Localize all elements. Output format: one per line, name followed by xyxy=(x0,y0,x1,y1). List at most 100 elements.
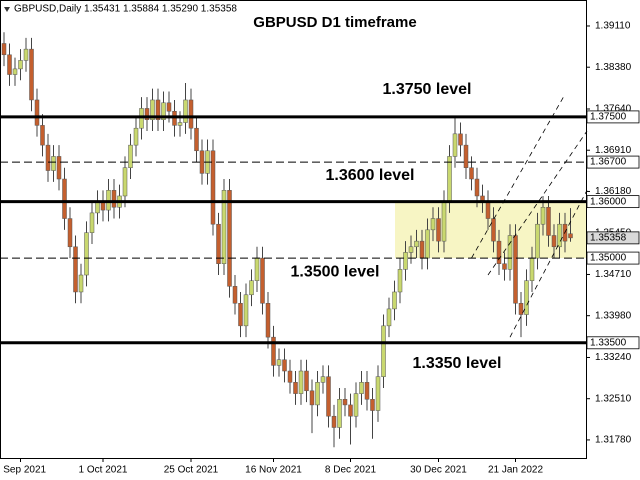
candle-body xyxy=(249,280,254,296)
trendline xyxy=(471,94,566,259)
candle-body xyxy=(474,178,480,197)
candle-body xyxy=(315,382,320,406)
candle-body xyxy=(342,399,348,406)
level-label: 1.37500 xyxy=(590,112,627,123)
level-label: 1.36000 xyxy=(590,196,627,207)
candle-body xyxy=(150,99,155,120)
symbol-info: GBPUSD,Daily 1.35431 1.35884 1.35290 1.3… xyxy=(14,4,237,15)
candle-body xyxy=(436,218,441,242)
level-annotation: 1.3750 level xyxy=(383,81,472,98)
candle-body xyxy=(133,127,139,146)
candle-body xyxy=(397,269,403,293)
candle-body xyxy=(84,232,89,276)
candle-body xyxy=(238,303,243,327)
candle-body xyxy=(524,280,529,315)
candle-body xyxy=(298,370,304,394)
candle-body xyxy=(221,190,227,264)
candle-body xyxy=(337,399,342,428)
candle-body xyxy=(227,190,232,287)
level-annotation: 1.3600 level xyxy=(326,167,415,184)
x-tick-label: 1 Oct 2021 xyxy=(79,465,128,476)
last-price-box xyxy=(586,231,640,245)
plot-area: 1.3750 level 1.3600 level 1.3500 level 1.33… xyxy=(0,32,588,448)
y-tick-label: 1.33240 xyxy=(595,352,632,363)
candle-body xyxy=(513,235,518,304)
candle-body xyxy=(177,122,183,126)
candle-body xyxy=(381,325,386,377)
candle-body xyxy=(51,156,56,171)
candle-body xyxy=(265,303,271,338)
candle-body xyxy=(271,336,276,366)
candle-body xyxy=(359,382,364,394)
chart-title: GBPUSD D1 timeframe xyxy=(253,14,416,31)
candle-body xyxy=(56,156,62,180)
candle-body xyxy=(309,390,315,406)
candle-body xyxy=(78,274,84,293)
candle-body xyxy=(403,252,408,270)
candle-body xyxy=(166,102,172,112)
candle-body xyxy=(375,376,381,411)
candle-body xyxy=(452,133,458,157)
candle-body xyxy=(491,218,496,242)
candle-body xyxy=(62,178,67,219)
candle-body xyxy=(282,359,287,372)
candle-body xyxy=(392,291,397,310)
candle-body xyxy=(441,201,447,242)
candle-body xyxy=(216,223,221,264)
candle-body xyxy=(194,127,199,152)
candle-body xyxy=(463,144,469,168)
x-tick-label: 16 Nov 2021 xyxy=(245,465,302,476)
candle-body xyxy=(529,257,535,281)
candle-body xyxy=(430,218,436,231)
candle-body xyxy=(276,359,282,366)
candle-body xyxy=(540,207,546,225)
candle-body xyxy=(568,233,573,239)
candle-body xyxy=(458,133,463,146)
candle-body xyxy=(12,68,18,75)
candle-body xyxy=(45,144,51,171)
candle-body xyxy=(496,240,502,264)
y-tick-label: 1.31780 xyxy=(595,435,632,446)
candle-body xyxy=(469,167,474,180)
candle-body xyxy=(254,257,260,281)
candle-body xyxy=(518,303,524,315)
level-label-box xyxy=(586,251,640,265)
candle-body xyxy=(287,370,293,383)
candle-body xyxy=(67,218,73,248)
candle-body xyxy=(447,156,452,202)
candle-body xyxy=(408,246,414,253)
level-label-box xyxy=(586,110,640,124)
candle-body xyxy=(183,99,188,123)
trendline xyxy=(509,190,588,338)
icon xyxy=(4,7,10,12)
candle-body xyxy=(485,201,491,219)
candle-body xyxy=(502,263,507,270)
candle-body xyxy=(1,43,7,56)
level-label-box xyxy=(586,195,640,209)
candle-body xyxy=(29,48,34,101)
last-price-label: 1.35358 xyxy=(590,233,627,244)
candle-body xyxy=(326,376,331,417)
candle-body xyxy=(232,286,238,304)
candle-body xyxy=(331,415,337,428)
candle-body xyxy=(210,150,216,225)
candle-body xyxy=(353,393,359,417)
candle-body xyxy=(370,399,375,411)
y-tick-label: 1.33980 xyxy=(595,310,632,321)
candle-body xyxy=(128,144,133,168)
x-tick-label: 30 Dec 2021 xyxy=(410,465,467,476)
candle-body xyxy=(348,404,353,417)
candle-body xyxy=(155,99,161,120)
trendline xyxy=(487,130,588,276)
plot-frame xyxy=(0,0,587,459)
candle-body xyxy=(18,60,23,70)
y-tick-label: 1.34710 xyxy=(595,269,632,280)
x-tick-label: 9 Sep 2021 xyxy=(0,465,47,476)
candle-body xyxy=(386,308,392,327)
candle-body xyxy=(34,99,40,126)
level-label-box xyxy=(586,155,640,169)
level-annotation: 1.3350 level xyxy=(413,355,502,372)
candle-body xyxy=(320,376,326,383)
